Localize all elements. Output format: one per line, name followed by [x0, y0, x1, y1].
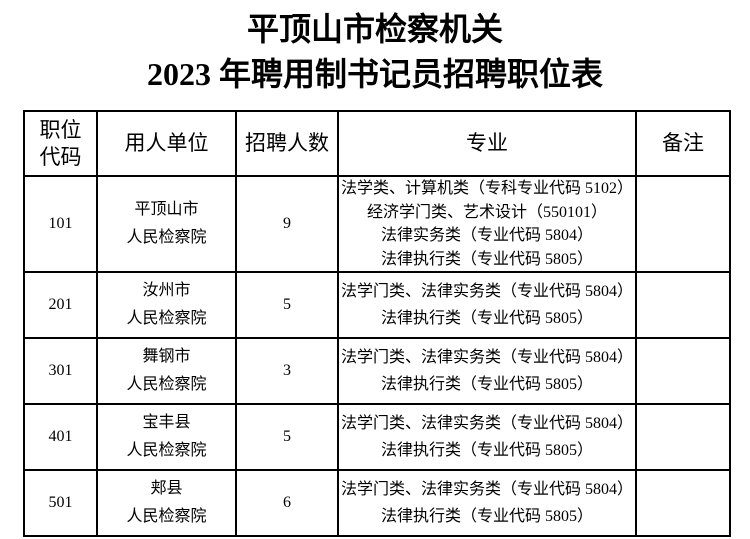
cell-remark	[635, 403, 731, 471]
table-row-501: 501 郏县 人民检察院 6 法学门类、法律实务类（专业代码 5804） 法律执…	[23, 469, 731, 537]
cell-employer: 宝丰县 人民检察院	[96, 403, 237, 471]
document-title: 平顶山市检察机关 2023 年聘用制书记员招聘职位表	[0, 0, 750, 97]
header-employer: 用人单位	[96, 110, 237, 177]
header-position-code-line1: 职位	[39, 118, 82, 142]
header-position-code-line2: 代码	[39, 145, 82, 169]
header-recruit-count: 招聘人数	[235, 110, 339, 177]
employer-line: 平顶山市	[134, 201, 199, 218]
cell-employer: 舞钢市 人民检察院	[96, 337, 237, 405]
major-line: 经济学门类、艺术设计（550101）	[366, 203, 607, 221]
major-line: 法学门类、法律实务类（专业代码 5804）	[340, 481, 633, 498]
major-line: 法律执行类（专业代码 5805）	[380, 442, 593, 459]
cell-employer: 平顶山市 人民检察院	[96, 175, 237, 273]
employer-line: 人民检察院	[126, 442, 207, 459]
employer-line: 郏县	[150, 480, 183, 497]
title-line-2: 2023 年聘用制书记员招聘职位表	[146, 56, 603, 92]
table-header-row: 职位 代码 用人单位 招聘人数 专业 备注	[23, 110, 731, 177]
cell-recruit-count: 6	[235, 469, 339, 537]
cell-recruit-count: 9	[235, 175, 339, 273]
cell-major: 法学门类、法律实务类（专业代码 5804） 法律执行类（专业代码 5805）	[337, 337, 637, 405]
cell-position-code: 401	[23, 403, 98, 471]
cell-position-code: 201	[23, 271, 98, 339]
major-line: 法律执行类（专业代码 5805）	[380, 376, 593, 393]
cell-remark	[635, 469, 731, 537]
major-line: 法律实务类（专业代码 5804）	[380, 227, 593, 244]
cell-major: 法学门类、法律实务类（专业代码 5804） 法律执行类（专业代码 5805）	[337, 271, 637, 339]
positions-table: 职位 代码 用人单位 招聘人数 专业 备注 101 平顶山市 人民检察院 9 法…	[23, 110, 731, 537]
header-remark: 备注	[635, 110, 731, 177]
cell-remark	[635, 271, 731, 339]
major-line: 法学门类、法律实务类（专业代码 5804）	[340, 349, 633, 366]
major-line: 法律执行类（专业代码 5805）	[380, 508, 593, 525]
major-line: 法律执行类（专业代码 5805）	[380, 250, 593, 268]
employer-line: 人民检察院	[126, 229, 207, 246]
header-major: 专业	[337, 110, 637, 177]
header-position-code: 职位 代码	[23, 110, 98, 177]
title-line-1: 平顶山市检察机关	[246, 11, 503, 47]
table-row-401: 401 宝丰县 人民检察院 5 法学门类、法律实务类（专业代码 5804） 法律…	[23, 403, 731, 471]
cell-remark	[635, 175, 731, 273]
cell-major: 法学门类、法律实务类（专业代码 5804） 法律执行类（专业代码 5805）	[337, 403, 637, 471]
table-row-301: 301 舞钢市 人民检察院 3 法学门类、法律实务类（专业代码 5804） 法律…	[23, 337, 731, 405]
table-row-201: 201 汝州市 人民检察院 5 法学门类、法律实务类（专业代码 5804） 法律…	[23, 271, 731, 339]
employer-line: 宝丰县	[142, 414, 191, 431]
employer-line: 人民检察院	[126, 376, 207, 393]
cell-employer: 汝州市 人民检察院	[96, 271, 237, 339]
major-line: 法学门类、法律实务类（专业代码 5804）	[340, 283, 633, 300]
cell-recruit-count: 5	[235, 403, 339, 471]
cell-major: 法学类、计算机类（专科专业代码 5102） 经济学门类、艺术设计（550101）…	[337, 175, 637, 273]
cell-major: 法学门类、法律实务类（专业代码 5804） 法律执行类（专业代码 5805）	[337, 469, 637, 537]
major-line: 法律执行类（专业代码 5805）	[380, 310, 593, 327]
cell-recruit-count: 3	[235, 337, 339, 405]
employer-line: 人民检察院	[126, 508, 207, 525]
cell-remark	[635, 337, 731, 405]
major-line: 法学类、计算机类（专科专业代码 5102）	[340, 180, 633, 197]
cell-recruit-count: 5	[235, 271, 339, 339]
employer-line: 舞钢市	[142, 348, 191, 365]
employer-line: 汝州市	[142, 282, 191, 299]
table-row-101: 101 平顶山市 人民检察院 9 法学类、计算机类（专科专业代码 5102） 经…	[23, 175, 731, 273]
cell-employer: 郏县 人民检察院	[96, 469, 237, 537]
cell-position-code: 101	[23, 175, 98, 273]
employer-line: 人民检察院	[126, 310, 207, 327]
cell-position-code: 501	[23, 469, 98, 537]
major-line: 法学门类、法律实务类（专业代码 5804）	[340, 415, 633, 432]
cell-position-code: 301	[23, 337, 98, 405]
